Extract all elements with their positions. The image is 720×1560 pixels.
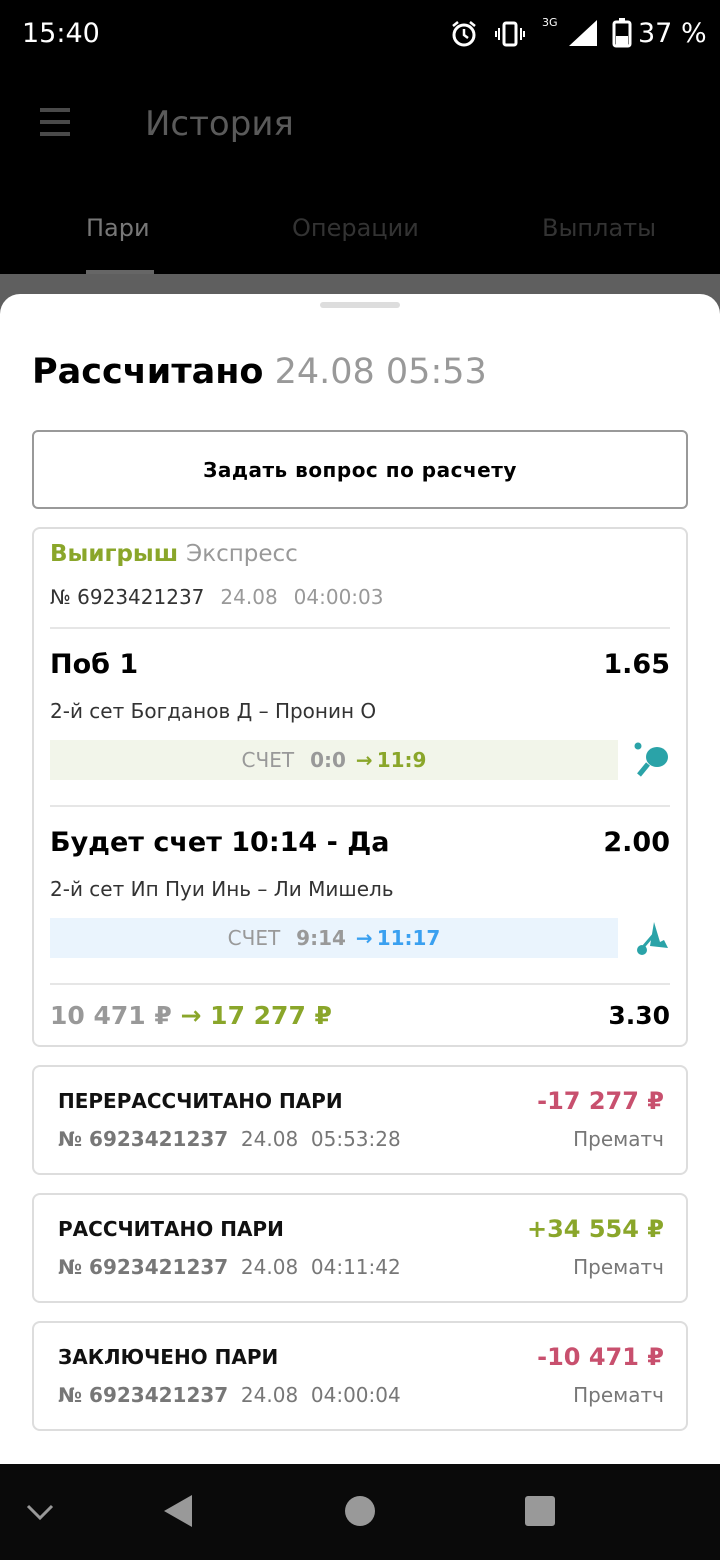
operation-date: 24.08 — [240, 1255, 299, 1279]
badminton-icon — [637, 922, 668, 955]
operation-number: № 6923421237 — [58, 1127, 229, 1151]
tab-operations[interactable]: Операции — [292, 214, 419, 242]
settled-date: 24.08 05:53 — [274, 352, 487, 392]
operation-kind: Прематч — [573, 1127, 664, 1151]
signal-icon — [569, 20, 597, 46]
selection-odds: 2.00 — [603, 827, 670, 858]
chevron-down-icon[interactable] — [26, 1502, 54, 1522]
selection-name: Будет счет 10:14 - Да — [50, 827, 390, 858]
stake-amount: 10 471 ₽ — [50, 1001, 172, 1030]
tab-bets[interactable]: Пари — [86, 214, 150, 242]
total-odds: 3.30 — [608, 1001, 670, 1030]
status-title: Рассчитано — [32, 352, 264, 392]
operation-amount: -10 471 ₽ — [537, 1343, 664, 1371]
bet-number: № 6923421237 — [50, 585, 205, 609]
hamburger-icon[interactable] — [40, 108, 70, 136]
operation-amount: +34 554 ₽ — [526, 1215, 664, 1243]
status-time: 15:40 — [22, 18, 100, 49]
operation-time: 04:11:42 — [310, 1255, 401, 1279]
operation-number: № 6923421237 — [58, 1383, 229, 1407]
score-label: СЧЕТ — [227, 926, 281, 950]
operation-time: 04:00:04 — [310, 1383, 401, 1407]
operation-card[interactable]: ЗАКЛЮЧЕНО ПАРИ -10 471 ₽ № 6923421237 24.… — [32, 1321, 688, 1431]
table-tennis-icon — [634, 742, 668, 777]
status-bar: 15:40 3G 37 % — [0, 0, 720, 70]
operation-card[interactable]: РАССЧИТАНО ПАРИ +34 554 ₽ № 6923421237 24… — [32, 1193, 688, 1303]
score-label: СЧЕТ — [241, 748, 295, 772]
operation-card[interactable]: ПЕРЕРАССЧИТАНО ПАРИ -17 277 ₽ № 692342123… — [32, 1065, 688, 1175]
score-bar: СЧЕТ 0:0 → 11:9 — [50, 740, 618, 780]
vibrate-icon — [495, 21, 525, 47]
recents-icon[interactable] — [525, 1496, 555, 1526]
app-bar: История — [0, 70, 720, 274]
operation-kind: Прематч — [573, 1255, 664, 1279]
payout-amount: 17 277 ₽ — [210, 1001, 332, 1030]
alarm-icon — [452, 21, 476, 47]
home-icon[interactable] — [344, 1495, 376, 1527]
arrow-right-icon: → — [180, 1001, 202, 1030]
score-from: 0:0 — [310, 748, 346, 772]
operation-date: 24.08 — [240, 1383, 299, 1407]
page-title: История — [145, 104, 294, 144]
battery-level: 37 % — [638, 18, 707, 49]
operation-time: 05:53:28 — [310, 1127, 401, 1151]
tab-indicator — [86, 270, 154, 274]
arrow-right-icon: → — [355, 748, 373, 772]
battery-icon — [612, 18, 632, 48]
bet-card: Выигрыш Экспресс № 6923421237 24.08 04:0… — [32, 527, 688, 1047]
arrow-right-icon: → — [355, 926, 373, 950]
selection-event: 2-й сет Богданов Д – Пронин О — [50, 699, 377, 723]
score-from: 9:14 — [296, 926, 346, 950]
selection-event: 2-й сет Ип Пуи Инь – Ли Мишель — [50, 877, 394, 901]
network-type: 3G — [542, 16, 558, 29]
score-to: 11:9 — [376, 748, 427, 772]
divider — [50, 627, 670, 629]
divider — [50, 805, 670, 807]
back-icon[interactable] — [162, 1494, 194, 1528]
operation-title: РАССЧИТАНО ПАРИ — [58, 1217, 284, 1241]
sheet-title: Рассчитано 24.08 05:53 — [32, 352, 487, 392]
selection-odds: 1.65 — [603, 649, 670, 680]
selection-name: Поб 1 — [50, 649, 139, 680]
operation-amount: -17 277 ₽ — [537, 1087, 664, 1115]
bet-date: 24.08 — [220, 585, 278, 609]
operation-kind: Прематч — [573, 1383, 664, 1407]
bet-result: Выигрыш — [50, 541, 179, 567]
divider — [50, 983, 670, 985]
score-to: 11:17 — [376, 926, 441, 950]
bottom-sheet: Рассчитано 24.08 05:53 Задать вопрос по … — [0, 294, 720, 1464]
bet-type: Экспресс — [186, 541, 298, 567]
score-bar: СЧЕТ 9:14 → 11:17 — [50, 918, 618, 958]
bet-time: 04:00:03 — [293, 585, 384, 609]
navigation-bar — [0, 1464, 720, 1560]
tab-payouts[interactable]: Выплаты — [542, 214, 657, 242]
ask-question-button[interactable]: Задать вопрос по расчету — [32, 430, 688, 509]
operation-title: ЗАКЛЮЧЕНО ПАРИ — [58, 1345, 279, 1369]
operation-title: ПЕРЕРАССЧИТАНО ПАРИ — [58, 1089, 343, 1113]
sheet-drag-handle[interactable] — [320, 302, 400, 308]
operation-date: 24.08 — [240, 1127, 299, 1151]
operation-number: № 6923421237 — [58, 1255, 229, 1279]
